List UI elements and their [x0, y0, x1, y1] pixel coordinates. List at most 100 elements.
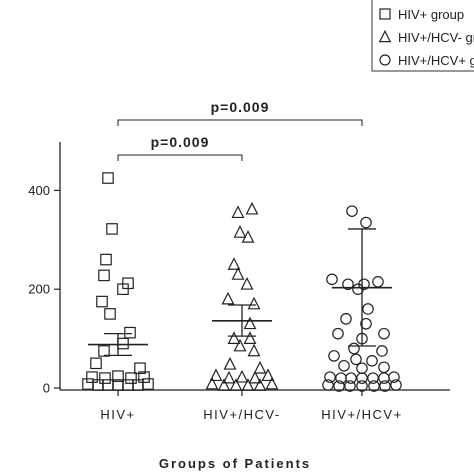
- circle-data-point: [338, 359, 350, 372]
- legend-entry-label: HIV+/HCV- group: [398, 30, 474, 45]
- triangle-data-point: [247, 343, 261, 357]
- x-tick-label: HIV+/HCV+: [321, 407, 402, 422]
- square-data-point: [92, 379, 104, 391]
- circle-data-point: [356, 380, 368, 392]
- square-data-point: [104, 308, 116, 320]
- y-tick-label: 200: [28, 282, 50, 297]
- square-data-point: [99, 372, 111, 384]
- p-value-label: p=0.009: [211, 99, 270, 115]
- circle-legend-marker: [379, 54, 391, 66]
- triangle-data-point: [221, 291, 235, 305]
- circle-data-point: [356, 372, 368, 384]
- circle-data-point: [352, 283, 364, 295]
- square-data-point: [102, 172, 114, 184]
- circle-data-point: [356, 362, 368, 375]
- square-data-point: [98, 345, 110, 357]
- significance-bracket: [117, 154, 243, 161]
- square-data-point: [122, 379, 134, 391]
- circle-data-point: [366, 355, 378, 367]
- circle-data-point: [332, 327, 344, 340]
- triangle-legend-marker: [378, 29, 392, 43]
- circle-data-point: [368, 380, 380, 392]
- circle-data-point: [342, 278, 354, 291]
- triangle-data-point: [205, 376, 219, 390]
- circle-data-point: [344, 380, 356, 392]
- triangle-data-point: [245, 201, 259, 215]
- triangle-data-point: [253, 360, 267, 374]
- square-data-point: [142, 378, 154, 390]
- square-data-point: [90, 357, 102, 370]
- y-tick-label: 400: [28, 183, 50, 198]
- circle-data-point: [326, 273, 338, 286]
- circle-data-point: [324, 371, 336, 383]
- circle-data-point: [378, 361, 390, 374]
- circle-data-point: [328, 350, 340, 362]
- circle-data-point: [362, 303, 374, 315]
- circle-data-point: [372, 275, 384, 288]
- y-tick-label: 0: [43, 381, 50, 396]
- circle-data-point: [376, 345, 388, 357]
- circle-data-point: [350, 353, 362, 366]
- circle-data-point: [367, 372, 379, 384]
- square-data-point: [138, 371, 150, 383]
- circle-data-point: [322, 379, 334, 391]
- square-data-point: [124, 326, 136, 339]
- circle-data-point: [390, 379, 402, 391]
- square-data-point: [117, 283, 129, 295]
- legend-entry-label: HIV+/HCV+ group: [398, 53, 474, 68]
- circle-data-point: [348, 342, 360, 355]
- triangle-data-point: [253, 378, 267, 391]
- triangle-data-point: [231, 267, 245, 280]
- triangle-data-point: [222, 370, 236, 384]
- circle-data-point: [378, 327, 390, 340]
- square-data-point: [125, 372, 137, 384]
- square-data-point: [98, 269, 110, 282]
- triangle-data-point: [248, 370, 262, 384]
- square-data-point: [86, 371, 98, 383]
- triangle-data-point: [229, 378, 243, 391]
- circle-data-point: [388, 371, 400, 383]
- square-data-point: [82, 378, 94, 390]
- circle-data-point: [360, 317, 372, 330]
- square-data-point: [96, 295, 108, 308]
- x-tick-label: HIV+: [100, 407, 135, 422]
- triangle-data-point: [231, 205, 245, 219]
- triangle-data-point: [227, 257, 241, 270]
- square-data-point: [102, 379, 114, 391]
- triangle-data-point: [265, 376, 279, 390]
- circle-data-point: [340, 313, 352, 325]
- circle-data-point: [379, 380, 391, 392]
- triangle-data-point: [241, 230, 255, 243]
- triangle-data-point: [240, 276, 254, 290]
- circle-data-point: [333, 380, 345, 392]
- triangle-data-point: [235, 369, 249, 383]
- circle-data-point: [346, 205, 358, 217]
- triangle-data-point: [243, 331, 257, 344]
- triangle-data-point: [261, 368, 275, 382]
- triangle-data-point: [241, 378, 255, 391]
- significance-bracket: [117, 119, 363, 126]
- legend-box: [371, 0, 474, 72]
- square-data-point: [100, 253, 112, 266]
- legend-entry-label: HIV+ group: [398, 7, 464, 22]
- triangle-data-point: [209, 368, 223, 382]
- square-data-point: [134, 362, 146, 375]
- triangle-data-point: [247, 296, 261, 310]
- circle-data-point: [345, 372, 357, 384]
- x-axis-label: Groups of Patients: [159, 456, 311, 471]
- circle-data-point: [360, 216, 372, 229]
- triangle-data-point: [223, 356, 237, 370]
- square-data-point: [117, 337, 129, 350]
- square-data-point: [112, 370, 124, 382]
- square-data-point: [132, 379, 144, 391]
- legend: HIV+ group HIV+/HCV- group HIV+/HCV+ group: [371, 0, 474, 72]
- triangle-data-point: [243, 316, 257, 330]
- square-legend-marker: [379, 8, 391, 20]
- square-data-point: [106, 223, 118, 235]
- triangle-data-point: [233, 338, 247, 352]
- x-tick-label: HIV+/HCV-: [203, 407, 280, 422]
- triangle-data-point: [233, 225, 247, 238]
- triangle-data-point: [227, 331, 241, 344]
- p-value-label: p=0.009: [151, 134, 210, 150]
